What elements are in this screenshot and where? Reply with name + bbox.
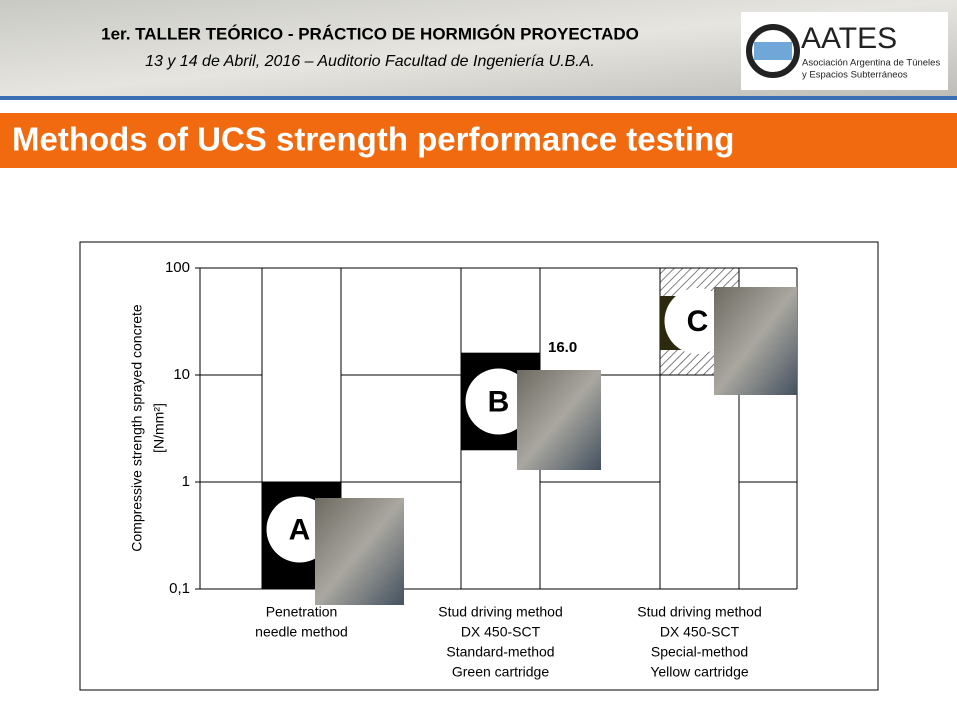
header-rule	[0, 96, 957, 100]
x-tick-label: Penetration	[266, 604, 338, 620]
y-tick-label: 10	[173, 366, 190, 383]
marker-letter: B	[488, 385, 510, 418]
logo-sub: y Espacios Subterráneos	[802, 70, 908, 81]
y-tick-label: 100	[165, 259, 190, 276]
logo-band	[754, 42, 792, 60]
slide-title: Methods of UCS strength performance test…	[12, 121, 734, 158]
y-tick-label: 1	[182, 473, 190, 490]
x-tick-label: Stud driving method	[438, 604, 563, 620]
photo	[714, 287, 797, 395]
y-axis-title: [N/mm²]	[151, 403, 167, 453]
x-tick-label: Green cartridge	[452, 664, 549, 680]
x-tick-label: Stud driving method	[637, 604, 762, 620]
logo-sub: Asociación Argentina de Túneles	[802, 58, 940, 69]
x-tick-label: needle method	[255, 624, 348, 640]
title-band	[0, 113, 957, 168]
y-tick-label: 0,1	[169, 580, 190, 597]
x-tick-label: DX 450-SCT	[660, 624, 740, 640]
photo	[315, 498, 404, 605]
photo	[517, 370, 601, 470]
marker-letter: A	[289, 513, 311, 546]
y-axis-title: Compressive strength sprayed concrete	[129, 304, 145, 552]
logo-name: AATES	[801, 22, 897, 55]
header-subtitle: 13 y 14 de Abril, 2016 – Auditorio Facul…	[145, 53, 595, 70]
value-label: 16.0	[548, 339, 577, 356]
marker-circle	[465, 368, 532, 435]
x-tick-label: Yellow cartridge	[650, 664, 749, 680]
x-tick-label: DX 450-SCT	[461, 624, 541, 640]
marker-letter: C	[687, 305, 709, 338]
header-title: 1er. TALLER TEÓRICO - PRÁCTICO DE HORMIG…	[101, 24, 639, 43]
x-tick-label: Standard-method	[446, 644, 554, 660]
x-tick-label: Special-method	[651, 644, 748, 660]
